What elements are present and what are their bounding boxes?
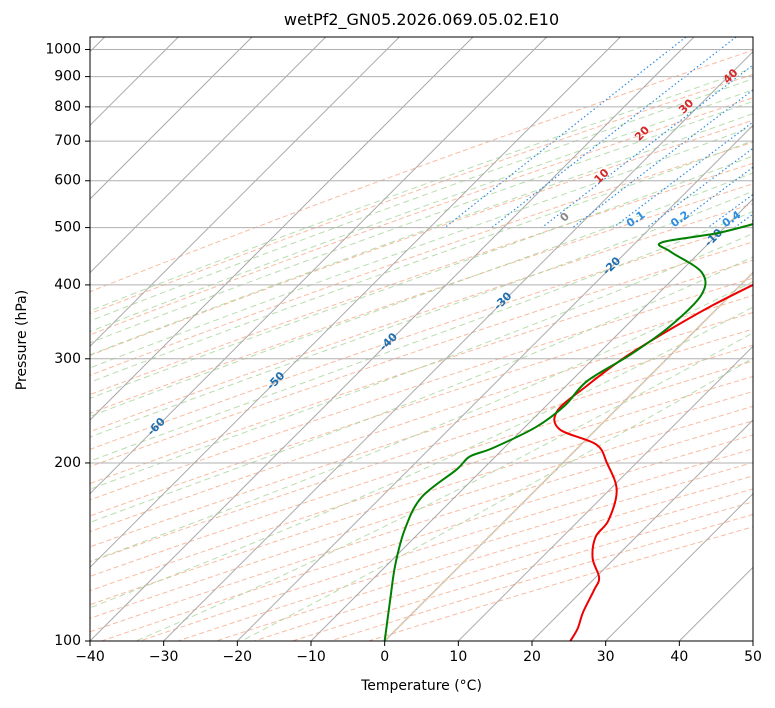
mixing-ratio-line <box>734 213 753 229</box>
theta-label: 20 <box>632 123 652 143</box>
isotherm-line <box>310 198 753 641</box>
y-tick-label: 800 <box>54 99 81 115</box>
isotherm-line <box>678 566 753 641</box>
isotherm-line <box>90 37 548 495</box>
x-tick-label: 50 <box>744 649 762 665</box>
isotherm-line <box>90 37 621 569</box>
isotherm-line <box>90 37 695 641</box>
moist-adiabat-line <box>90 67 753 312</box>
x-tick-label: 30 <box>597 649 615 665</box>
isotherm-line <box>236 124 753 641</box>
moist-adiabat-line <box>135 332 753 641</box>
moist-adiabat-line <box>90 78 753 322</box>
mixing-ratio-line <box>671 166 753 229</box>
moist-adiabat-line <box>241 357 753 641</box>
moist-adiabat-line <box>90 210 753 462</box>
mixing-ratio-label: 0.1 <box>624 208 647 230</box>
dry-adiabat-line <box>90 97 753 336</box>
mixing-ratio-line <box>572 89 753 229</box>
dry-adiabat-line <box>90 119 753 356</box>
y-tick-label: 500 <box>54 220 81 236</box>
dewpoint-profile-line <box>383 223 753 641</box>
theta-label: 30 <box>676 96 696 116</box>
dry-adiabat-line <box>177 461 753 641</box>
x-tick-label: 40 <box>670 649 688 665</box>
moist-adiabat-line <box>90 172 753 417</box>
x-tick-label: 20 <box>523 649 541 665</box>
isotherm-label: -70 <box>22 464 45 487</box>
dry-adiabat-line <box>90 360 753 577</box>
pressure-grid <box>90 49 753 642</box>
freezing-isotherm <box>383 271 753 641</box>
dry-adiabat-line <box>90 259 753 485</box>
x-tick-label: 10 <box>449 649 467 665</box>
dry-adiabat-line <box>90 222 753 450</box>
axes: −40 −30 −20 −10 0 10 20 30 40 5010009008007006005… <box>45 42 762 665</box>
dry-adiabat-line <box>90 277 753 501</box>
dry-adiabat-line <box>90 183 753 414</box>
dry-adiabat-line <box>90 241 753 468</box>
dry-adiabat-line <box>90 141 753 376</box>
isotherm-line <box>90 37 400 348</box>
moist-adiabat-line <box>90 126 753 369</box>
y-axis-label: Pressure (hPa) <box>14 289 30 391</box>
x-tick-label: −40 <box>75 649 105 665</box>
y-tick-label: 1000 <box>45 42 81 58</box>
y-tick-label: 600 <box>54 173 81 189</box>
isopleth-labels: -100-90-80-70-60-50-40-30-20-100.10.20.4… <box>22 66 773 487</box>
isotherm-line <box>457 345 753 641</box>
moist-adiabat-line <box>90 155 753 399</box>
moist-adiabat-line <box>90 232 753 490</box>
isotherm-line <box>90 37 327 274</box>
isotherm-line <box>531 419 753 641</box>
y-tick-label: 900 <box>54 69 81 85</box>
mixing-ratio-line <box>541 64 753 229</box>
background-lines <box>90 37 753 641</box>
theta-label: 40 <box>721 66 741 86</box>
x-tick-label: −30 <box>149 649 179 665</box>
moist-adiabat-line <box>90 113 753 356</box>
isotherm-line <box>384 271 753 641</box>
dry-adiabat-line <box>90 420 753 633</box>
dry-adiabat-line <box>215 475 753 641</box>
mixing-ratio-label: 0.6 <box>749 208 773 230</box>
y-tick-label: 300 <box>54 351 81 367</box>
dry-adiabat-line <box>90 328 753 548</box>
isotherm-line <box>90 37 474 421</box>
mixing-ratio-label: 0.2 <box>668 208 691 230</box>
moist-adiabat-line <box>90 256 753 523</box>
dry-adiabat-line <box>292 501 753 641</box>
y-tick-label: 700 <box>54 133 81 149</box>
moist-adiabat-line <box>90 89 753 333</box>
dry-adiabat-line <box>139 448 753 641</box>
dry-adiabat-line <box>90 311 753 533</box>
isotherm-line <box>90 37 253 200</box>
mixing-ratio-line <box>491 37 737 229</box>
y-tick-label: 100 <box>54 633 81 649</box>
x-tick-label: −10 <box>296 649 326 665</box>
x-tick-label: −20 <box>223 649 253 665</box>
dry-adiabat-line <box>90 344 753 563</box>
x-axis-label: Temperature (°C) <box>361 678 482 694</box>
x-tick-label: 0 <box>380 649 389 665</box>
plot-frame <box>89 36 754 642</box>
moist-adiabat-line <box>90 281 753 563</box>
profiles <box>383 223 753 641</box>
isotherm-label: -60 <box>145 415 168 438</box>
isotherm-line <box>752 640 753 641</box>
isotherm-line <box>163 50 753 641</box>
isotherm-label: -30 <box>491 289 514 312</box>
chart-title: wetPf2_GN05.2026.069.05.02.E10 <box>283 10 560 29</box>
y-tick-label: 400 <box>54 277 81 293</box>
theta-label: 0 <box>557 210 572 225</box>
isotherm-line <box>605 492 753 641</box>
dry-adiabat-line <box>101 434 753 641</box>
y-tick-label: 200 <box>54 455 81 471</box>
